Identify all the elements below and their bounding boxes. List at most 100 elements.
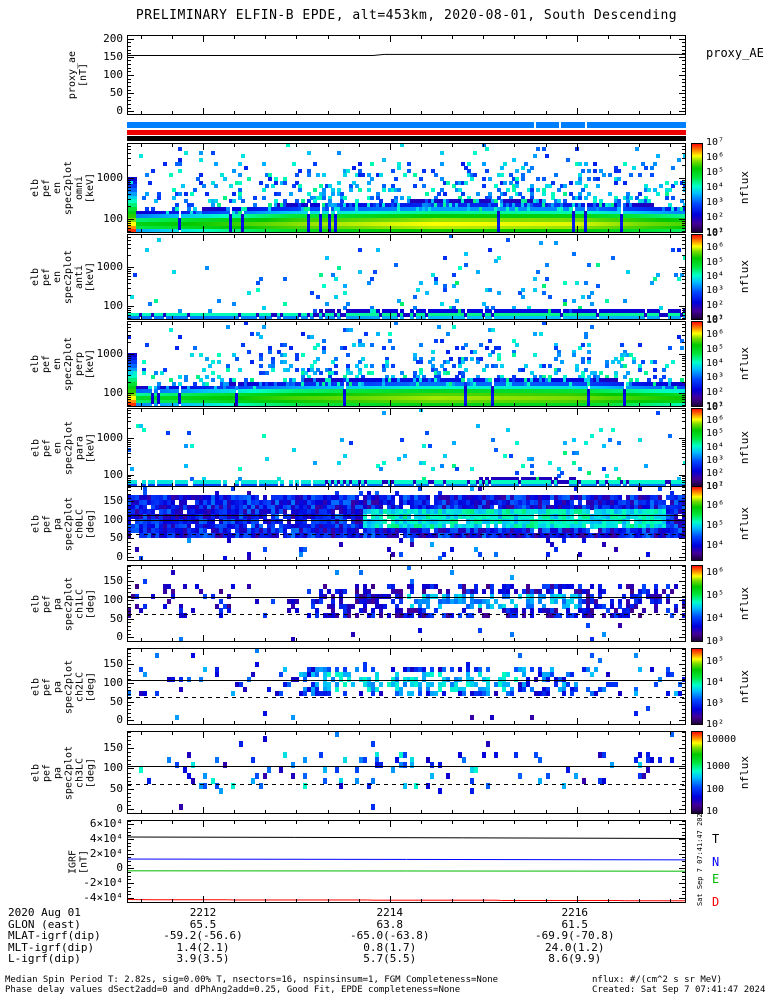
ylabel-line: [nT] — [78, 62, 89, 88]
ylabel-line: en — [52, 357, 63, 371]
status-strip-2 — [127, 136, 686, 141]
bottom-row-label-0: 2020 Aug 01 — [8, 906, 81, 919]
ylabel-ch3: elb pef pa spec2plot ch3LC [deg] — [30, 731, 96, 814]
colorbar-ch1 — [691, 565, 703, 642]
ytick-label-para: 100 — [103, 467, 123, 481]
status-strip-gap — [533, 122, 536, 128]
footer-created: Created: Sat Sep 7 07:41:47 2024 — [592, 985, 766, 995]
ylabel-line: [keV] — [85, 348, 96, 380]
bottom-col1-val4: 5.7(5.5) — [363, 952, 417, 965]
ytick-label-ch2: 150 — [103, 656, 123, 670]
panel-omni-canvas — [127, 143, 686, 233]
colorbar-title-perp: nflux — [738, 346, 752, 381]
ytick-label-igrf: -4×10⁴ — [83, 890, 123, 904]
colorbar-tick-para: 10³ — [706, 454, 725, 466]
ylabel-line: pef — [41, 267, 52, 287]
ytick-label-ch1: 50 — [109, 611, 123, 625]
colorbar-perp — [691, 321, 703, 407]
colorbar-tick-ch2: 10³ — [706, 698, 725, 710]
ytick-label-perp: 100 — [103, 386, 123, 400]
ytick-label-ch3: 100 — [103, 761, 123, 775]
status-strip-gap — [559, 122, 562, 128]
colorbar-tick-ch1: 10⁴ — [706, 612, 725, 624]
ytick-label-para: 1000 — [96, 431, 124, 445]
panel-ch0-canvas — [127, 486, 686, 561]
colorbar-title-ch1: nflux — [738, 586, 752, 620]
colorbar-title-ch0: nflux — [738, 506, 752, 540]
bottom-row-label-4: L-igrf(dip) — [8, 952, 81, 965]
ylabel-line: elb — [30, 677, 41, 696]
colorbar-omni — [691, 143, 703, 233]
ylabel-ch1: elb pef pa spec2plot ch1LC [deg] — [30, 565, 96, 642]
ytick-label-ch2: 100 — [103, 675, 123, 689]
colorbar-tick-para: 10⁵ — [706, 428, 725, 440]
footer-nflux-units: nflux: #/(cm^2 s sr MeV) — [592, 975, 723, 985]
colorbar-tick-ch0: 10⁶ — [706, 499, 725, 511]
bottom-col2-val0: 2216 — [561, 906, 589, 919]
ylabel-line: spec2plot — [63, 576, 74, 631]
footer-spin-period: Median Spin Period T: 2.82s, sig=0.00% T… — [5, 975, 499, 985]
ylabel-line: elb — [30, 267, 41, 287]
panel-para-canvas — [127, 408, 686, 487]
bottom-col0-val0: 2212 — [189, 906, 217, 919]
ytick-label-ch0: 50 — [109, 531, 123, 545]
ylabel-line: spec2plot — [63, 249, 74, 305]
ylabel-ch0: elb pef pa spec2plot ch0LC [deg] — [30, 486, 96, 561]
ytick-label-omni: 100 — [103, 211, 123, 225]
igrf-legend-T: T — [712, 832, 720, 846]
ytick-label-proxy: 0 — [116, 104, 123, 118]
igrf-legend-D: D — [712, 895, 720, 909]
ylabel-line: elb — [30, 438, 41, 457]
ytick-label-igrf: 6×10⁴ — [89, 817, 123, 831]
colorbar-title-omni: nflux — [738, 170, 752, 205]
ytick-label-proxy: 50 — [109, 86, 123, 100]
ytick-label-ch2: 50 — [109, 694, 123, 708]
ylabel-anti: elb pef en spec2plot anti [keV] — [30, 234, 96, 320]
ytick-label-ch0: 100 — [103, 512, 123, 526]
ylabel-line: pa — [52, 517, 63, 530]
colorbar-tick-ch1: 10⁶ — [706, 566, 725, 578]
ytick-label-igrf: 0 — [116, 861, 123, 875]
colorbar-tick-para: 10² — [706, 467, 725, 479]
panel-proxy-canvas — [127, 35, 686, 115]
ylabel-line: pef — [41, 514, 52, 533]
ytick-label-proxy: 100 — [103, 68, 123, 81]
ylabel-line: elb — [30, 178, 41, 198]
ytick-label-ch2: 0 — [116, 713, 123, 727]
panel-anti-canvas — [127, 234, 686, 320]
ylabel-igrf: IGRF [nT] — [67, 820, 89, 903]
colorbar-tick-anti: 10¹ — [706, 314, 725, 325]
ytick-label-igrf: 2×10⁴ — [89, 846, 123, 860]
ylabel-line: pef — [41, 594, 52, 613]
colorbar-tick-anti: 10⁷ — [706, 228, 725, 239]
colorbar-tick-ch3: 100 — [706, 783, 725, 795]
colorbar-tick-anti: 10⁵ — [706, 256, 725, 268]
ytick-label-igrf: -2×10⁴ — [83, 876, 123, 890]
ylabel-line: pa — [52, 680, 63, 693]
ylabel-line: elb — [30, 594, 41, 613]
bottom-col2-val1: 61.5 — [561, 918, 589, 931]
bottom-col1-val3: 0.8(1.7) — [363, 941, 417, 954]
bottom-col0-val2: -59.2(-56.6) — [163, 929, 243, 942]
ylabel-proxy: proxy_ae [nT] — [67, 35, 89, 115]
ylabel-line: elb — [30, 514, 41, 533]
colorbar-ch0 — [691, 486, 703, 561]
colorbar-tick-omni: 10⁶ — [706, 152, 725, 164]
bottom-col0-val4: 3.9(3.5) — [176, 952, 230, 965]
ylabel-line: pef — [41, 677, 52, 696]
colorbar-tick-ch2: 10⁵ — [706, 655, 725, 667]
colorbar-tick-para: 10¹ — [706, 481, 725, 492]
colorbar-tick-omni: 10⁴ — [706, 182, 725, 193]
ylabel-perp: elb pef en spec2plot perp [keV] — [30, 321, 96, 407]
ytick-label-ch0: 150 — [103, 494, 123, 508]
colorbar-tick-ch0: 10⁷ — [706, 480, 725, 492]
page-title: PRELIMINARY ELFIN-B EPDE, alt=453km, 202… — [135, 8, 678, 23]
colorbar-tick-anti: 10⁶ — [706, 242, 725, 254]
igrf-legend-E: E — [712, 872, 720, 886]
ylabel-line: [keV] — [85, 172, 96, 204]
colorbar-tick-ch3: 10 — [706, 806, 719, 818]
colorbar-tick-omni: 10⁷ — [706, 137, 725, 148]
ylabel-line: spec2plot — [63, 336, 74, 392]
ylabel-para: elb pef en spec2plot para [keV] — [30, 408, 96, 487]
panel-igrf-canvas — [127, 820, 686, 903]
